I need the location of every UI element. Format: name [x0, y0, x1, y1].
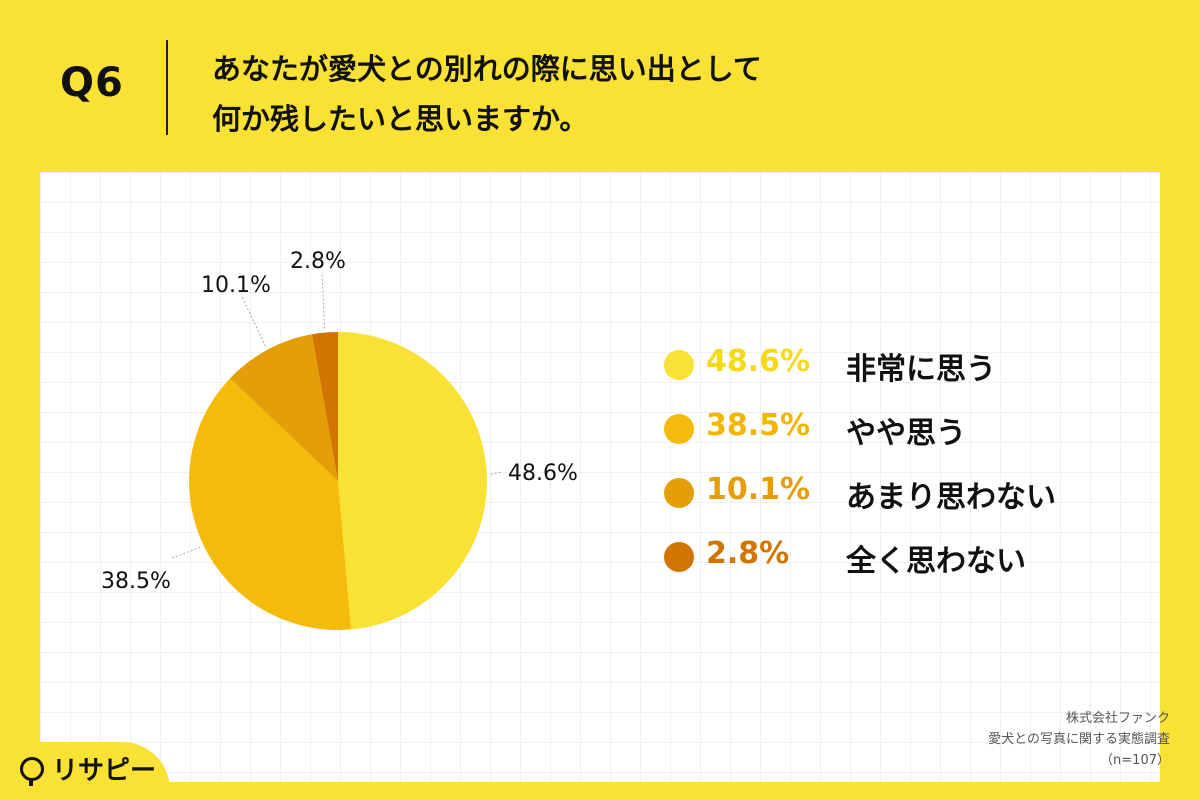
legend-swatch: [664, 350, 694, 380]
legend-item-somewhat: 38.5% やや思う: [664, 404, 1084, 468]
source-sample-size: （n=107）: [1100, 753, 1170, 768]
chart-panel: 48.6% 38.5% 10.1% 2.8% 48.6% 非常に思う 38.5% やや…: [40, 172, 1160, 782]
pie-slice: [338, 332, 488, 630]
pie-data-label: 2.8%: [290, 249, 346, 274]
legend-item-not-much: 10.1% あまり思わない: [664, 468, 1084, 532]
brand-logo: リサピー: [20, 750, 156, 787]
legend-swatch: [664, 414, 694, 444]
legend-label: あまり思わない: [846, 480, 1056, 515]
legend-percent: 2.8%: [706, 536, 790, 571]
leader-line: [490, 471, 503, 475]
legend-percent: 48.6%: [706, 344, 811, 379]
source-company: 株式会社ファンク: [1065, 711, 1170, 726]
legend-label: 全く思わない: [846, 544, 1026, 579]
source-note: 株式会社ファンク 愛犬との写真に関する実態調査 （n=107）: [988, 708, 1170, 771]
leader-line: [171, 546, 201, 559]
header-divider: [166, 40, 168, 135]
legend-percent: 10.1%: [706, 472, 811, 507]
pie-data-label: 10.1%: [201, 273, 271, 298]
legend-swatch: [664, 478, 694, 508]
question-number: Q6: [60, 60, 124, 106]
question-line-2: 何か残したいと思いますか。: [212, 102, 589, 136]
pie-slice: [188, 378, 352, 630]
pin-icon: [20, 756, 44, 786]
pie-chart: 48.6% 38.5% 10.1% 2.8%: [101, 249, 578, 630]
leader-line: [321, 271, 326, 329]
legend-label: 非常に思う: [846, 352, 996, 387]
pie-slice: [230, 334, 338, 481]
question-line-1: あなたが愛犬との別れの際に思い出として: [212, 52, 762, 86]
legend-swatch: [664, 542, 694, 572]
legend-item-very: 48.6% 非常に思う: [664, 340, 1084, 404]
source-survey: 愛犬との写真に関する実態調査: [988, 732, 1170, 747]
pie-slice: [311, 332, 338, 481]
logo-text: リサピー: [52, 756, 157, 786]
legend-label: やや思う: [846, 416, 966, 451]
leader-line: [241, 296, 267, 347]
legend-percent: 38.5%: [706, 408, 811, 443]
pie-data-label: 38.5%: [101, 569, 171, 594]
question-text: あなたが愛犬との別れの際に思い出として 何か残したいと思いますか。: [212, 44, 762, 144]
pie-data-label: 48.6%: [508, 461, 578, 486]
legend: 48.6% 非常に思う 38.5% やや思う 10.1% あまり思わない 2.8…: [664, 340, 1084, 596]
legend-item-not-at-all: 2.8% 全く思わない: [664, 532, 1084, 596]
